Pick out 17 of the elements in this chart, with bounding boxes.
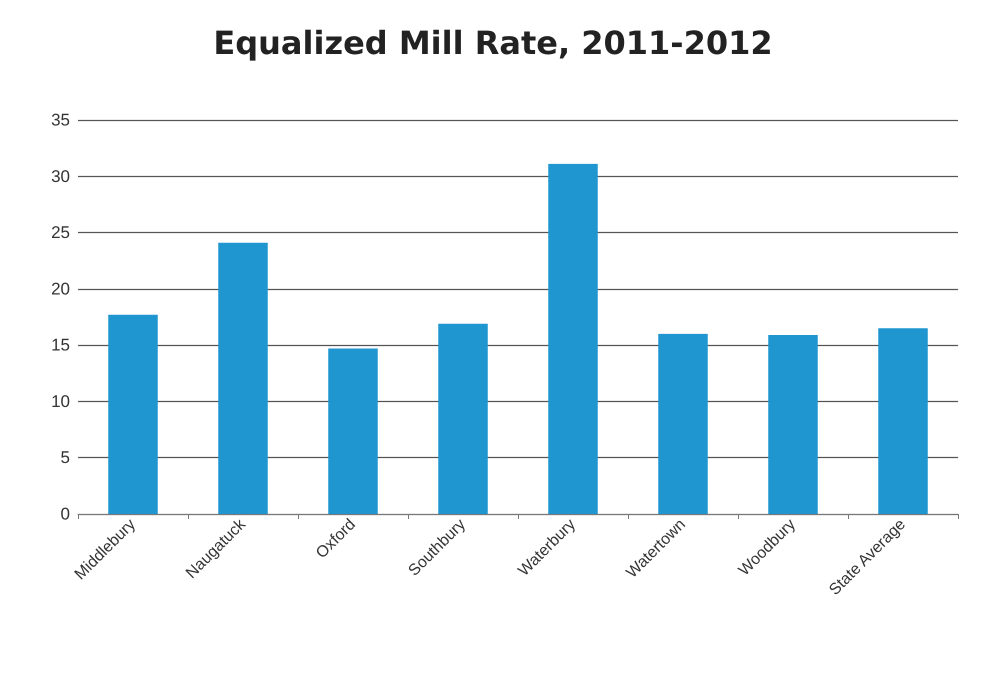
- y-tick-label: 5: [60, 448, 70, 468]
- y-tick-label: 0: [60, 504, 70, 524]
- bar: [658, 334, 708, 514]
- bar: [768, 335, 818, 514]
- bar: [878, 328, 928, 514]
- y-tick-label: 35: [51, 110, 70, 130]
- y-tick-label: 30: [51, 166, 70, 186]
- y-tick-label: 20: [51, 279, 70, 298]
- chart-title: Equalized Mill Rate, 2011-2012: [213, 24, 773, 62]
- y-tick-label: 10: [51, 392, 70, 411]
- bar: [218, 242, 268, 514]
- y-tick-label: 15: [51, 336, 70, 355]
- y-tick-label: 25: [51, 223, 70, 242]
- bar: [108, 314, 158, 514]
- bar: [438, 324, 488, 514]
- bar: [328, 348, 378, 514]
- bar: [548, 164, 598, 514]
